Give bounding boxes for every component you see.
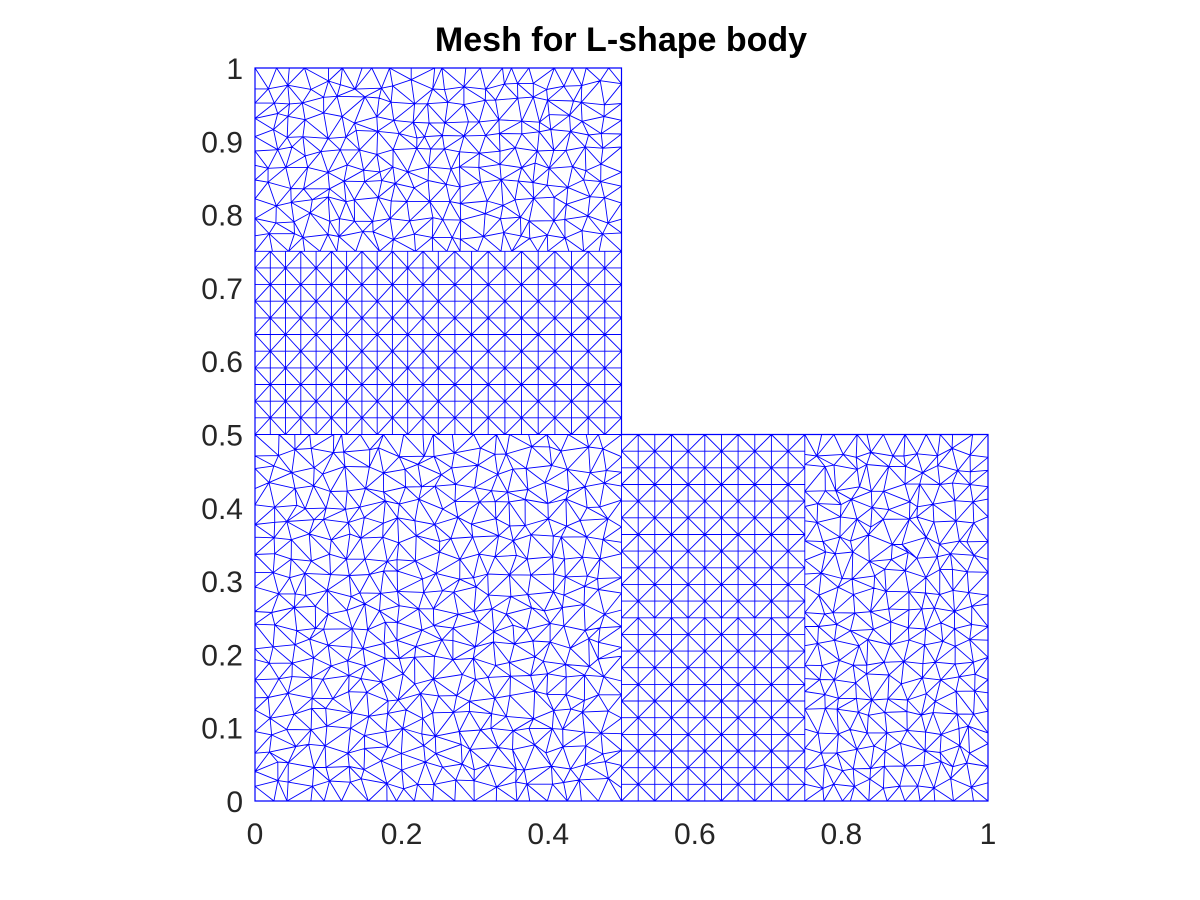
x-tick-label-0-2: 0.2: [381, 818, 423, 851]
y-tick-label-0: 0: [226, 786, 243, 819]
chart-title: Mesh for L-shape body: [435, 21, 807, 59]
x-tick-label-0-6: 0.6: [674, 818, 716, 851]
x-tick-label-0: 0: [247, 818, 264, 851]
y-tick-label-0-5: 0.5: [201, 420, 243, 453]
y-tick-label-1: 1: [226, 53, 243, 86]
mesh-edges: [254, 67, 989, 802]
y-tick-label-0-9: 0.9: [201, 126, 243, 159]
y-tick-label-0-2: 0.2: [201, 639, 243, 672]
y-axis: 0 0.1 0.2 0.3 0.4 0.5 0.6 0.7 0.8 0.9 1: [201, 53, 243, 819]
x-axis: 0 0.2 0.4 0.6 0.8 1: [247, 818, 997, 851]
mesh-triangulation: [254, 67, 989, 802]
y-tick-label-0-6: 0.6: [201, 346, 243, 379]
x-tick-label-1: 1: [980, 818, 997, 851]
y-tick-label-0-1: 0.1: [201, 713, 243, 746]
y-tick-label-0-8: 0.8: [201, 200, 243, 233]
x-tick-label-0-4: 0.4: [527, 818, 569, 851]
y-tick-label-0-7: 0.7: [201, 273, 243, 306]
y-tick-label-0-3: 0.3: [201, 566, 243, 599]
x-tick-label-0-8: 0.8: [821, 818, 863, 851]
mesh-boundary: [254, 67, 989, 802]
y-tick-label-0-4: 0.4: [201, 493, 243, 526]
plot-area: [254, 67, 989, 802]
